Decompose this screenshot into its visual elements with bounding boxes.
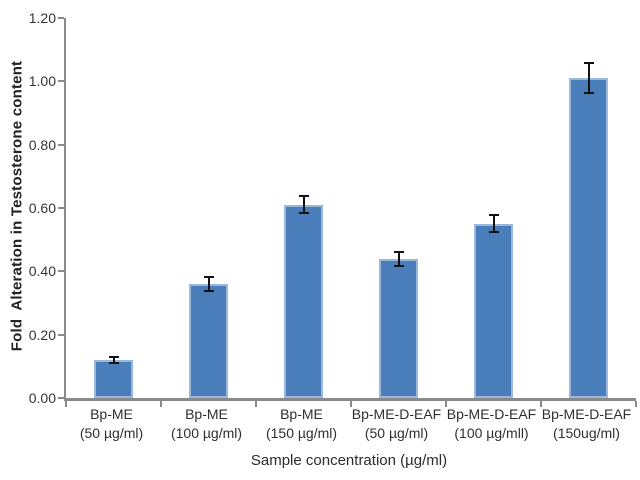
- error-bar-cap-top: [108, 356, 119, 359]
- x-tick-mark: [445, 401, 447, 407]
- y-tick-mark: [58, 80, 64, 83]
- x-category-label: Bp-ME (100 µg/ml): [170, 406, 243, 441]
- bar: [189, 284, 228, 398]
- error-bar-cap-top: [203, 276, 214, 279]
- y-tick-label: 0.80: [28, 136, 56, 153]
- error-bar-cap-bottom: [203, 289, 214, 292]
- error-bar-line: [302, 195, 305, 215]
- error-bar: [108, 356, 119, 364]
- error-bar-line: [492, 214, 495, 234]
- y-tick-mark: [58, 397, 64, 399]
- error-bar: [298, 195, 309, 215]
- error-bar-cap-bottom: [488, 231, 499, 234]
- y-tick-label: 0.00: [28, 390, 56, 406]
- error-bar: [393, 250, 404, 267]
- y-tick-mark: [58, 333, 64, 336]
- x-tick-mark: [350, 401, 352, 407]
- x-tick-mark: [635, 401, 637, 407]
- x-category-label: Bp-ME-D-EAF (100 µg/mll): [446, 406, 537, 441]
- error-bar: [203, 276, 214, 292]
- error-bar-cap-bottom: [298, 212, 309, 215]
- y-tick-label: 0.40: [28, 263, 56, 280]
- error-bar-line: [112, 356, 115, 364]
- error-bar-line: [207, 276, 210, 292]
- x-axis-title: Sample concentration (µg/ml): [250, 452, 448, 469]
- error-bar-cap-bottom: [583, 92, 594, 94]
- x-tick-mark: [160, 401, 162, 407]
- x-category-labels: Bp-ME (50 µg/ml) Bp-ME (100 µg/ml) Bp-ME (…: [64, 405, 634, 449]
- error-bar-cap-bottom: [108, 361, 119, 364]
- error-bar-cap-top: [298, 195, 309, 198]
- y-tick-label: 0.20: [28, 326, 56, 343]
- error-bar-line: [397, 250, 400, 267]
- y-tick-mark: [58, 143, 64, 146]
- bar: [379, 258, 418, 398]
- x-category-label: Bp-ME (50 µg/ml): [79, 406, 144, 441]
- x-category-label: Bp-ME-D-EAF (150ug/ml): [541, 406, 632, 441]
- x-category-label: Bp-ME (150 µg/ml): [265, 406, 338, 441]
- error-bar-line: [587, 62, 590, 94]
- x-tick-mark: [255, 401, 257, 407]
- x-tick-mark: [540, 401, 542, 407]
- bar: [474, 223, 513, 398]
- y-tick-mark: [58, 17, 64, 19]
- y-tick-label: 1.20: [28, 10, 56, 26]
- bar: [94, 360, 133, 398]
- y-tick-mark: [58, 270, 64, 273]
- error-bar: [488, 214, 499, 234]
- y-tick-label: 1.00: [28, 73, 56, 90]
- y-tick-label: 0.60: [28, 200, 56, 216]
- error-bar-cap-top: [488, 214, 499, 217]
- plot-area: 0.00 0.20 0.40 0.60 0.80 1.00 1.20: [29, 10, 637, 407]
- y-tick-mark: [58, 207, 64, 209]
- x-tick-mark: [65, 401, 67, 407]
- bar: [284, 204, 323, 398]
- error-bar-cap-bottom: [393, 264, 404, 267]
- error-bar-cap-top: [393, 250, 404, 253]
- x-category-label: Bp-ME-D-EAF (50 µg/ml): [351, 406, 442, 441]
- error-bar: [583, 62, 594, 94]
- error-bar-cap-top: [583, 62, 594, 65]
- bar: [569, 78, 608, 398]
